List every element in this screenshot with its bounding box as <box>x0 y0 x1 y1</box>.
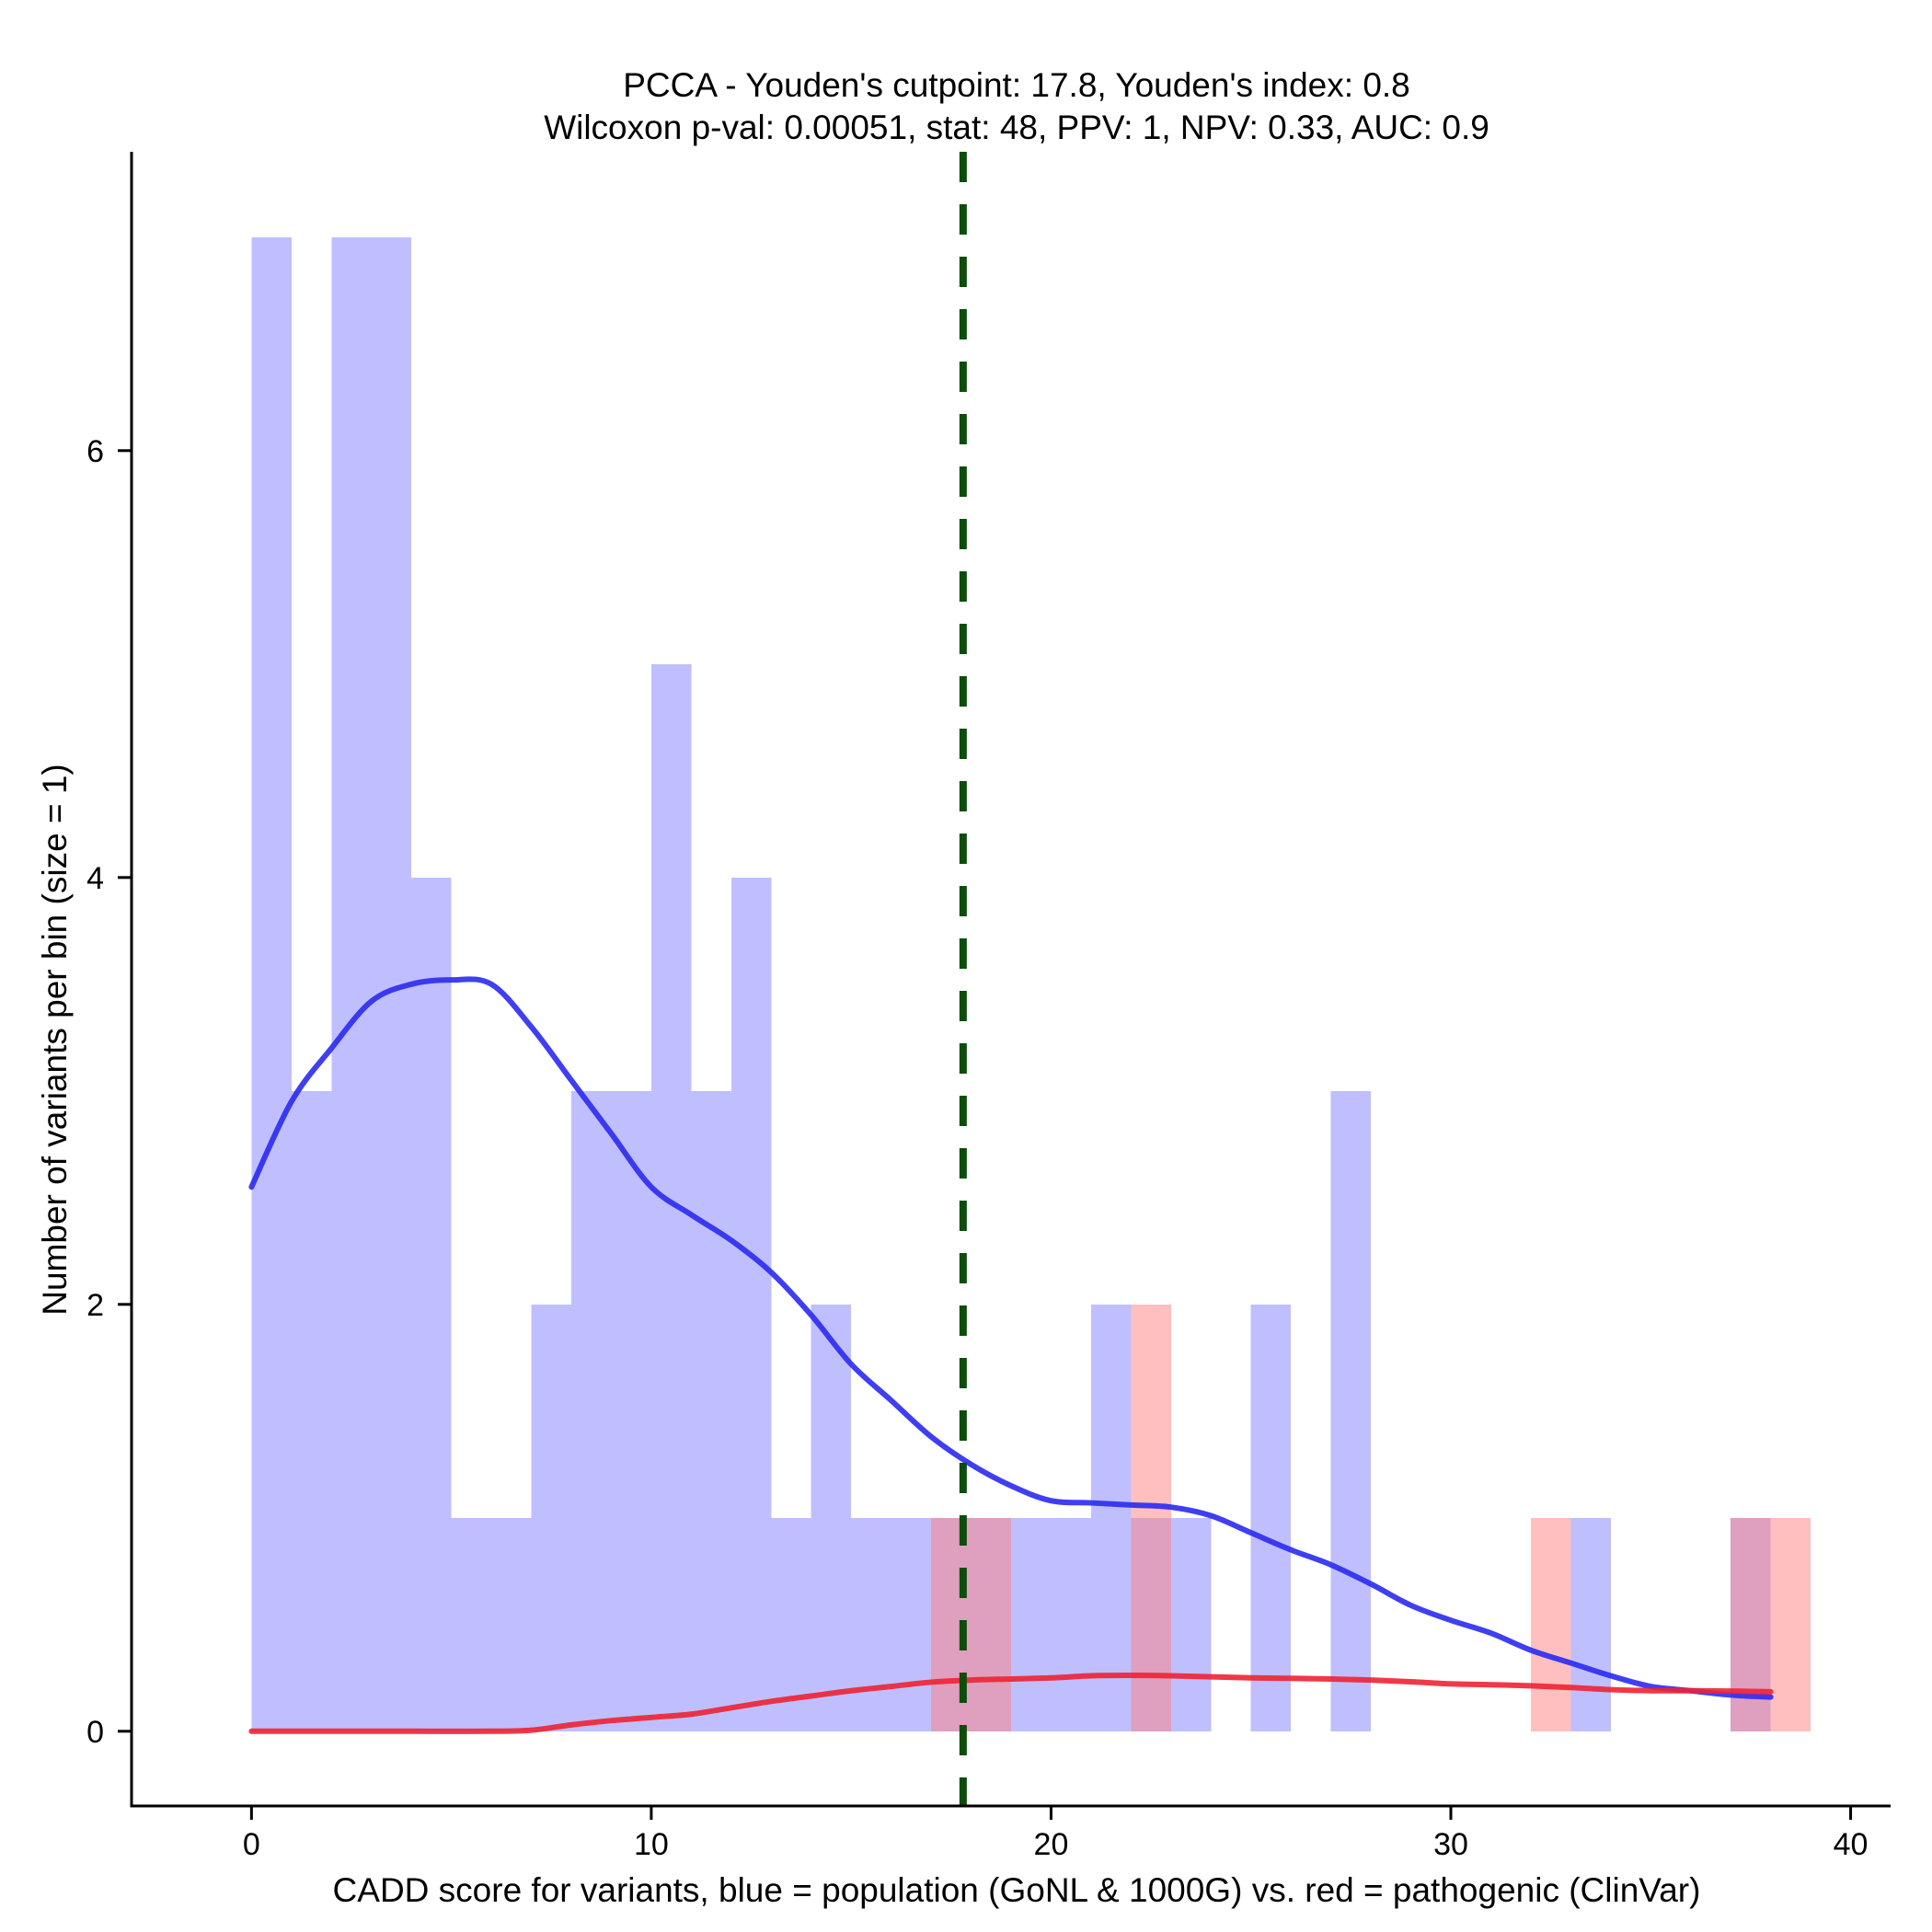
y-axis-label: Number of variants per bin (size = 1) <box>36 764 74 1315</box>
population-bar <box>691 1090 731 1731</box>
pathogenic-density-curve <box>248 1673 1774 1734</box>
population-bar <box>611 1090 651 1731</box>
y-ticks: 0 2 4 6 <box>86 434 132 1750</box>
population-bar <box>1011 1517 1052 1731</box>
population-bar <box>451 1517 492 1731</box>
x-tick-label: 30 <box>1433 1827 1468 1862</box>
axes: 0 10 20 30 40 0 2 4 6 <box>86 152 1891 1862</box>
population-bars <box>251 236 1771 1731</box>
pathogenic-bar <box>1131 1304 1171 1731</box>
x-tick-label: 40 <box>1834 1827 1869 1862</box>
chart-title-line-1: PCCA - Youden's cutpoint: 17.8, Youden's… <box>623 66 1410 104</box>
y-tick-label: 0 <box>86 1715 104 1750</box>
population-bar <box>851 1517 891 1731</box>
population-bar <box>291 1090 332 1731</box>
x-tick-label: 10 <box>634 1827 669 1862</box>
population-density-curve <box>248 976 1774 1700</box>
population-bar <box>730 877 772 1731</box>
x-tick-label: 0 <box>243 1827 260 1862</box>
population-bar <box>1090 1304 1132 1731</box>
population-bar <box>491 1517 532 1731</box>
population-bar <box>650 663 692 1731</box>
x-axis-label: CADD score for variants, blue = populati… <box>333 1871 1701 1909</box>
pathogenic-bars <box>931 1304 1811 1731</box>
population-bar <box>1570 1517 1611 1731</box>
population-bar <box>1250 1304 1292 1731</box>
x-ticks: 0 10 20 30 40 <box>243 1806 1869 1862</box>
population-bar <box>891 1517 932 1731</box>
pathogenic-bar <box>1770 1517 1811 1731</box>
x-tick-label: 20 <box>1034 1827 1069 1862</box>
y-tick-label: 6 <box>86 434 104 469</box>
plot-area <box>248 152 1811 1806</box>
population-bar <box>571 1090 612 1731</box>
population-bar <box>811 1304 852 1731</box>
population-bar <box>251 236 292 1731</box>
pathogenic-bar <box>971 1517 1011 1731</box>
pathogenic-bar <box>1530 1517 1571 1731</box>
population-bar <box>331 236 372 1731</box>
y-tick-label: 4 <box>86 861 104 896</box>
population-bar <box>1170 1517 1212 1731</box>
population-bar <box>1330 1090 1372 1731</box>
population-bar <box>411 877 452 1731</box>
population-bar <box>531 1304 571 1731</box>
y-tick-label: 2 <box>86 1288 104 1323</box>
population-bar <box>1051 1517 1091 1731</box>
chart-title-line-2: Wilcoxon p-val: 0.00051, stat: 48, PPV: … <box>544 109 1489 146</box>
